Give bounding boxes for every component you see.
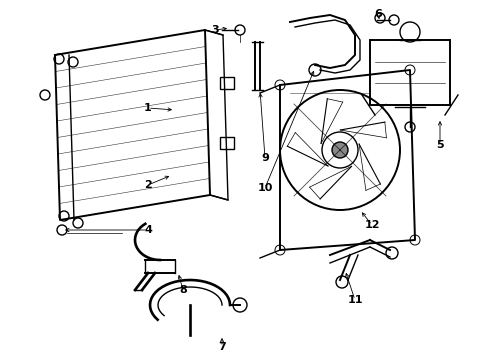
Text: 2: 2	[144, 180, 152, 190]
Text: 3: 3	[211, 25, 219, 35]
Text: 1: 1	[144, 103, 152, 113]
Circle shape	[332, 142, 348, 158]
Text: 10: 10	[257, 183, 273, 193]
Text: 4: 4	[144, 225, 152, 235]
Text: 9: 9	[261, 153, 269, 163]
Text: 8: 8	[179, 285, 187, 295]
Text: 12: 12	[364, 220, 380, 230]
Bar	[220, 136, 234, 149]
Text: 11: 11	[347, 295, 363, 305]
Text: 6: 6	[374, 9, 382, 19]
Bar	[370, 40, 450, 105]
Text: 7: 7	[218, 342, 226, 352]
Bar	[220, 77, 234, 89]
Text: 5: 5	[436, 140, 444, 150]
